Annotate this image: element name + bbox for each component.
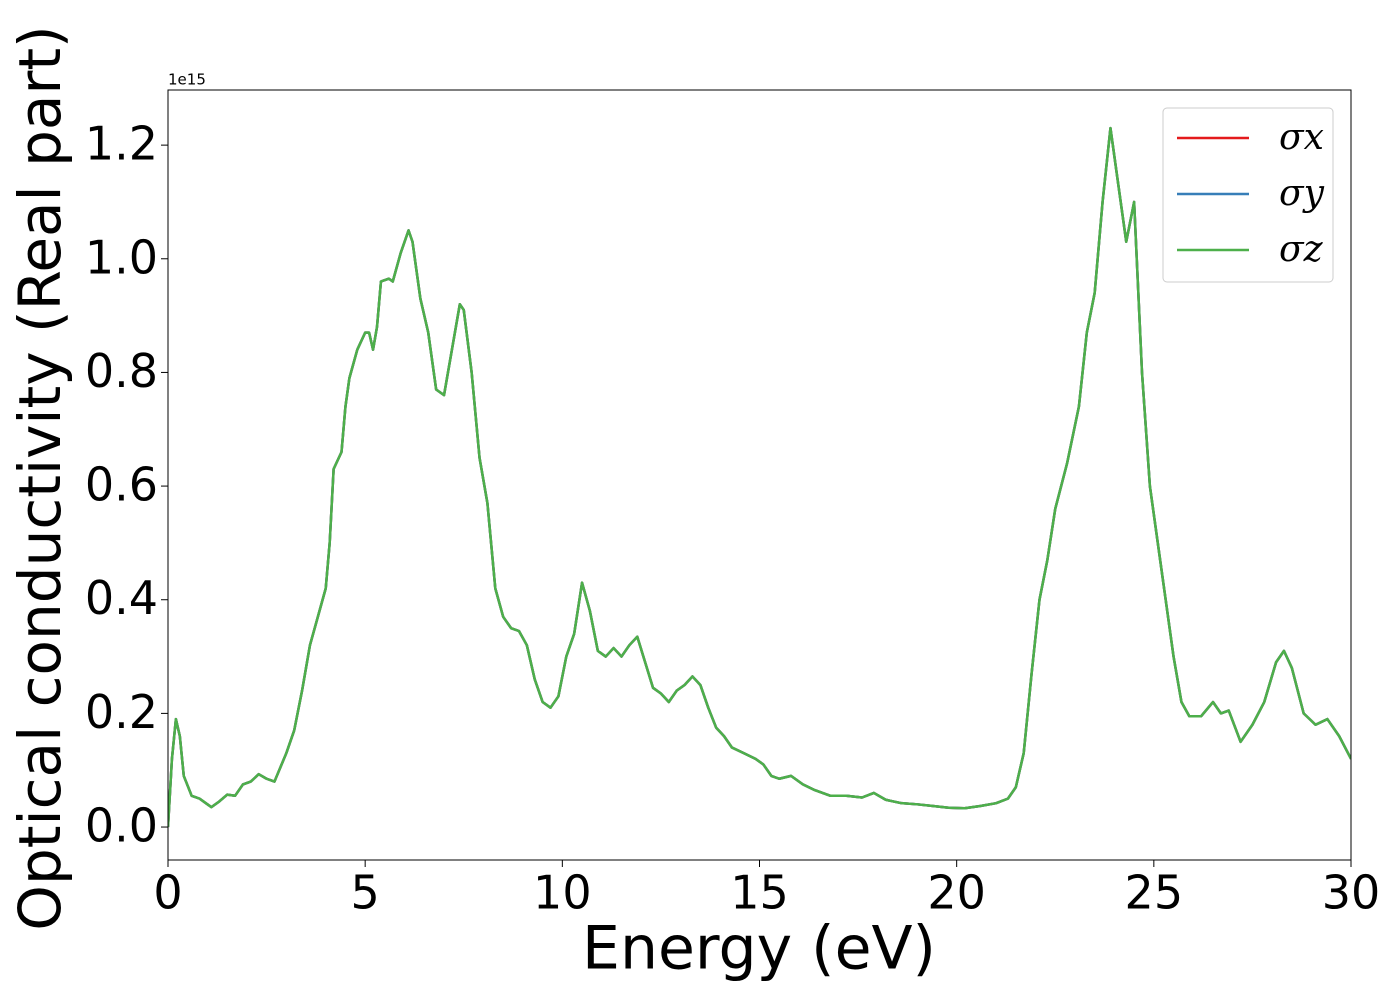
offset-text: 1e15 xyxy=(168,71,206,89)
y-tick-label: 0.0 xyxy=(85,799,158,853)
legend-label: σz xyxy=(1279,229,1324,270)
y-tick-label: 0.4 xyxy=(85,571,158,625)
y-axis-label: Optical conductivity (Real part) xyxy=(6,25,74,930)
x-tick-label: 10 xyxy=(533,866,592,920)
x-tick-label: 0 xyxy=(153,866,182,920)
x-tick-label: 30 xyxy=(1322,866,1381,920)
y-tick-label: 0.6 xyxy=(85,458,158,512)
x-tick-label: 5 xyxy=(351,866,380,920)
x-axis-label: Energy (eV) xyxy=(582,914,936,984)
x-tick-label: 15 xyxy=(730,866,789,920)
x-tick-label: 25 xyxy=(1125,866,1184,920)
y-tick-label: 0.2 xyxy=(85,685,158,739)
y-tick-label: 1.2 xyxy=(85,117,158,171)
plot-frame xyxy=(167,89,1352,861)
x-tick-label: 20 xyxy=(927,866,986,920)
series-line xyxy=(168,126,1351,828)
y-tick-label: 0.8 xyxy=(85,344,158,398)
legend-label: σy xyxy=(1279,173,1325,214)
legend-label: σx xyxy=(1279,117,1324,158)
y-tick-label: 1.0 xyxy=(85,230,158,284)
